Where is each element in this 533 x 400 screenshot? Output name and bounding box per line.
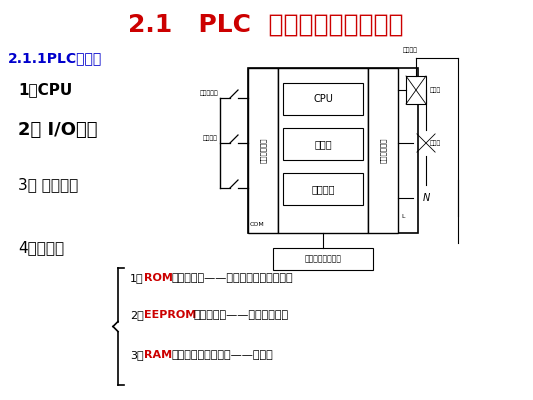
Text: 1、: 1、 bbox=[130, 273, 143, 283]
Text: 滤波源信号: 滤波源信号 bbox=[199, 90, 218, 96]
Text: 输出接口单元: 输出接口单元 bbox=[379, 138, 386, 163]
Text: 2.1.1PLC的结构: 2.1.1PLC的结构 bbox=[8, 51, 102, 65]
Text: 编程器或其他设备: 编程器或其他设备 bbox=[304, 254, 342, 264]
Text: N: N bbox=[422, 193, 430, 203]
Text: ROM: ROM bbox=[144, 273, 173, 283]
Bar bbox=[406, 76, 426, 104]
Text: L: L bbox=[401, 214, 405, 218]
Text: ：系统程序——计算机中的操作系统；: ：系统程序——计算机中的操作系统； bbox=[172, 273, 294, 283]
Text: 电源部分: 电源部分 bbox=[311, 184, 335, 194]
Text: CPU: CPU bbox=[313, 94, 333, 104]
Text: 输入接口单元: 输入接口单元 bbox=[260, 138, 266, 163]
Text: 2） I/O接口: 2） I/O接口 bbox=[18, 121, 98, 139]
Text: ：用户程序——硬盘、光盘；: ：用户程序——硬盘、光盘； bbox=[194, 310, 289, 320]
Text: 输出设备: 输出设备 bbox=[403, 47, 418, 53]
Text: 行程开关: 行程开关 bbox=[203, 135, 218, 141]
Text: 4）存储器: 4）存储器 bbox=[18, 240, 64, 256]
Bar bbox=[283, 83, 363, 115]
Text: 3） 电源模块: 3） 电源模块 bbox=[18, 178, 78, 192]
Text: 电磁阀: 电磁阀 bbox=[430, 87, 441, 93]
Bar bbox=[278, 68, 368, 233]
Bar bbox=[283, 128, 363, 160]
Text: ：用户的数据或程序——内存。: ：用户的数据或程序——内存。 bbox=[172, 350, 274, 360]
Text: 存储器: 存储器 bbox=[314, 139, 332, 149]
Text: 2.1   PLC  工作原理及系统组成: 2.1 PLC 工作原理及系统组成 bbox=[128, 13, 404, 37]
Bar bbox=[368, 68, 398, 233]
Bar bbox=[273, 248, 373, 270]
Text: 3、: 3、 bbox=[130, 350, 143, 360]
Text: 指示灯: 指示灯 bbox=[430, 140, 441, 146]
Text: 2、: 2、 bbox=[130, 310, 144, 320]
Text: 1）CPU: 1）CPU bbox=[18, 82, 72, 98]
Text: EEPROM: EEPROM bbox=[144, 310, 196, 320]
Text: RAM: RAM bbox=[144, 350, 172, 360]
Bar bbox=[248, 68, 418, 233]
Text: COM: COM bbox=[250, 222, 265, 228]
Bar bbox=[283, 173, 363, 205]
Bar bbox=[248, 68, 278, 233]
